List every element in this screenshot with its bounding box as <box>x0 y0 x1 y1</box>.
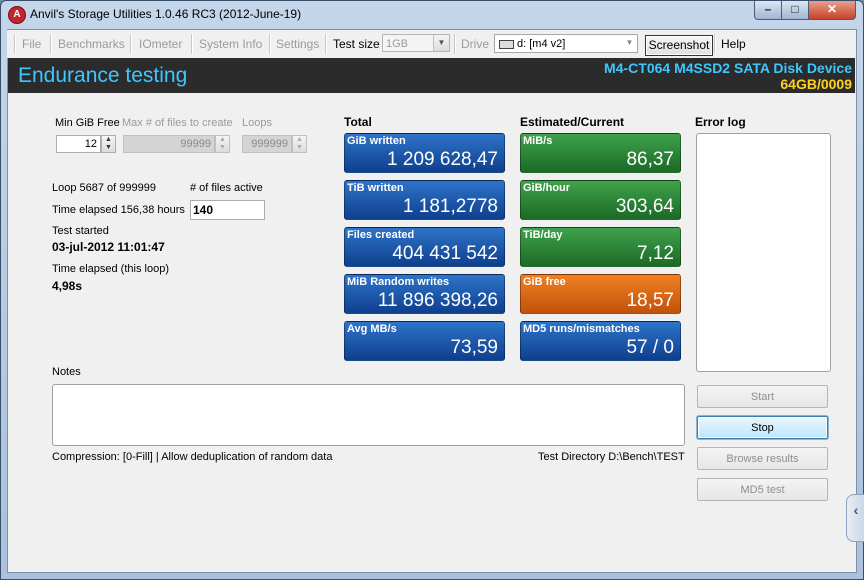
menu-benchmarks[interactable]: Benchmarks <box>58 37 125 51</box>
menu-system-info[interactable]: System Info <box>199 37 263 51</box>
page-title: Endurance testing <box>18 64 188 87</box>
min-gib-free-label: Min GiB Free <box>55 117 120 129</box>
tile-value: 1 181,2778 <box>402 196 498 217</box>
menu-separator <box>714 34 716 54</box>
tile-gib-written: GiB written 1 209 628,47 <box>344 133 505 173</box>
chevron-left-icon: ‹ <box>853 502 859 518</box>
min-gib-free-stepper[interactable]: ▲ ▼ <box>101 135 116 153</box>
window-title: Anvil's Storage Utilities 1.0.46 RC3 (20… <box>30 7 302 21</box>
menu-separator <box>454 34 456 54</box>
tile-label: GiB free <box>523 276 566 288</box>
error-log-heading: Error log <box>695 115 746 129</box>
loops-stepper[interactable]: ▲ ▼ <box>292 135 307 153</box>
tile-label: MiB/s <box>523 135 553 147</box>
time-elapsed-loop-value: 4,98s <box>52 279 83 293</box>
min-gib-free-input[interactable]: 12 <box>56 135 101 153</box>
max-files-label: Max # of files to create <box>122 117 233 129</box>
test-size-select[interactable]: 1GB ▼ <box>382 34 450 52</box>
loops-label: Loops <box>242 117 272 129</box>
stop-button[interactable]: Stop <box>697 416 828 439</box>
side-panel-tab[interactable]: ‹ <box>846 494 864 542</box>
menu-iometer[interactable]: IOmeter <box>139 37 183 51</box>
compression-info: Compression: [0-Fill] | Allow deduplicat… <box>52 451 333 463</box>
chevron-down-icon: ▼ <box>433 35 449 51</box>
device-name: M4-CT064 M4SSD2 SATA Disk Device <box>604 60 852 76</box>
tile-label: Avg MB/s <box>347 323 397 335</box>
page-header <box>8 58 855 93</box>
max-files-stepper[interactable]: ▲ ▼ <box>215 135 230 153</box>
tile-tib-per-day: TiB/day 7,12 <box>520 227 681 267</box>
files-active-label: # of files active <box>190 182 263 194</box>
error-log-textarea[interactable] <box>696 133 831 372</box>
tile-label: MiB Random writes <box>347 276 450 288</box>
drive-value: d: [m4 v2] <box>517 38 566 50</box>
close-button[interactable]: ✕ <box>808 1 856 20</box>
files-active-field[interactable]: 140 <box>190 200 265 220</box>
menu-file[interactable]: File <box>22 37 42 51</box>
notes-label: Notes <box>52 366 81 378</box>
tile-value: 303,64 <box>615 196 674 217</box>
test-started-value: 03-jul-2012 11:01:47 <box>52 240 165 254</box>
menu-settings[interactable]: Settings <box>276 37 320 51</box>
drive-label: Drive <box>461 37 490 51</box>
browse-results-button[interactable]: Browse results <box>697 447 828 470</box>
tile-value: 73,59 <box>450 337 498 358</box>
tile-label: MD5 runs/mismatches <box>523 323 640 335</box>
md5-test-button[interactable]: MD5 test <box>697 478 828 501</box>
max-files-input[interactable]: 99999 <box>123 135 215 153</box>
menu-separator <box>269 34 271 54</box>
minimize-button[interactable]: – <box>754 1 782 20</box>
notes-textarea[interactable] <box>52 384 685 446</box>
test-directory: Test Directory D:\Bench\TEST <box>538 451 685 463</box>
test-size-value: 1GB <box>386 38 409 50</box>
menu-separator <box>130 34 132 54</box>
tile-label: Files created <box>347 229 415 241</box>
tile-value: 1 209 628,47 <box>387 149 498 170</box>
loops-input[interactable]: 999999 <box>242 135 292 153</box>
estimated-heading: Estimated/Current <box>520 115 625 129</box>
chevron-down-icon: ▼ <box>622 35 637 51</box>
menu-separator <box>191 34 193 54</box>
tile-md5-runs: MD5 runs/mismatches 57 / 0 <box>520 321 681 361</box>
tile-mib-per-sec: MiB/s 86,37 <box>520 133 681 173</box>
tile-label: GiB/hour <box>523 182 571 194</box>
menu-separator <box>14 34 16 54</box>
time-elapsed-loop-label: Time elapsed (this loop) <box>52 263 169 275</box>
tile-avg-mbs: Avg MB/s 73,59 <box>344 321 505 361</box>
tile-value: 86,37 <box>626 149 674 170</box>
tile-files-created: Files created 404 431 542 <box>344 227 505 267</box>
tile-gib-per-hour: GiB/hour 303,64 <box>520 180 681 220</box>
menu-separator <box>50 34 52 54</box>
tile-gib-free: GiB free 18,57 <box>520 274 681 314</box>
tile-tib-written: TiB written 1 181,2778 <box>344 180 505 220</box>
drive-select[interactable]: d: [m4 v2] ▼ <box>494 34 638 53</box>
tile-value: 7,12 <box>637 243 674 264</box>
app-icon[interactable]: A <box>8 6 26 24</box>
menu-help[interactable]: Help <box>721 37 746 51</box>
time-elapsed-total: Time elapsed 156,38 hours <box>52 204 185 216</box>
test-size-label: Test size <box>333 37 380 51</box>
tile-value: 404 431 542 <box>392 243 498 264</box>
drive-icon <box>499 40 514 49</box>
menu-separator <box>325 34 327 54</box>
tile-label: TiB/day <box>523 229 563 241</box>
tile-value: 11 896 398,26 <box>377 290 498 311</box>
tile-mib-random-writes: MiB Random writes 11 896 398,26 <box>344 274 505 314</box>
tile-value: 57 / 0 <box>626 337 674 358</box>
title-bar[interactable]: A Anvil's Storage Utilities 1.0.46 RC3 (… <box>0 0 862 28</box>
tile-value: 18,57 <box>626 290 674 311</box>
tile-label: GiB written <box>347 135 406 147</box>
tile-label: TiB written <box>347 182 404 194</box>
start-button[interactable]: Start <box>697 385 828 408</box>
screenshot-button[interactable]: Screenshot <box>645 35 713 56</box>
maximize-button[interactable]: □ <box>781 1 809 20</box>
test-started-label: Test started <box>52 225 109 237</box>
loop-counter: Loop 5687 of 999999 <box>52 182 156 194</box>
total-heading: Total <box>344 115 372 129</box>
device-capacity: 64GB/0009 <box>780 76 852 92</box>
